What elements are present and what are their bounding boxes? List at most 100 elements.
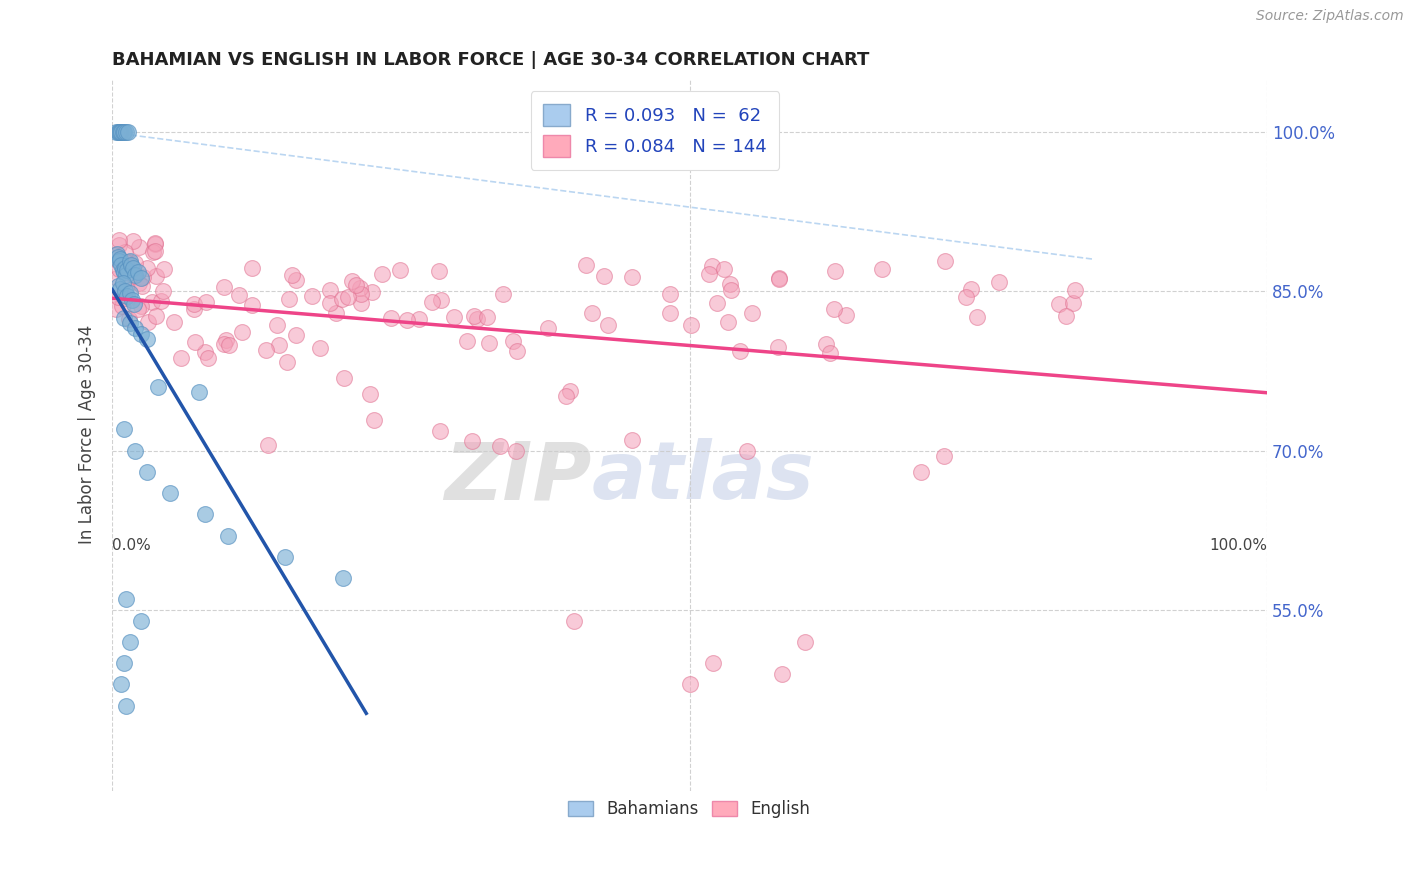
Point <box>361 285 384 300</box>
Point <box>396 313 419 327</box>
Point <box>122 297 145 311</box>
Point <box>443 310 465 324</box>
Point <box>152 261 174 276</box>
Point <box>465 312 488 326</box>
Point <box>555 389 578 403</box>
Point <box>129 299 152 313</box>
Point <box>966 310 988 324</box>
Point <box>111 299 134 313</box>
Legend: Bahamians, English: Bahamians, English <box>562 794 817 825</box>
Point <box>135 332 157 346</box>
Point <box>183 302 205 317</box>
Point <box>108 254 131 268</box>
Point <box>702 656 724 670</box>
Point <box>111 263 134 277</box>
Point <box>217 528 239 542</box>
Point <box>363 413 385 427</box>
Point <box>107 290 129 304</box>
Point <box>718 277 741 292</box>
Point <box>267 338 290 352</box>
Point <box>274 549 297 564</box>
Point <box>112 265 135 279</box>
Point <box>592 269 614 284</box>
Point <box>770 666 793 681</box>
Point <box>477 310 499 325</box>
Point <box>720 283 742 297</box>
Point <box>285 273 308 287</box>
Point <box>110 125 132 139</box>
Point <box>325 306 347 320</box>
Point <box>679 318 702 333</box>
Point <box>107 250 129 264</box>
Point <box>104 248 127 262</box>
Point <box>124 321 146 335</box>
Point <box>131 279 153 293</box>
Point <box>115 255 138 269</box>
Point <box>107 125 129 139</box>
Point <box>461 434 484 449</box>
Point <box>332 571 354 585</box>
Point <box>187 385 209 400</box>
Point <box>332 370 354 384</box>
Point <box>768 272 790 286</box>
Point <box>737 443 759 458</box>
Point <box>143 244 166 258</box>
Point <box>388 263 411 277</box>
Point <box>110 282 132 296</box>
Point <box>162 315 184 329</box>
Point <box>716 315 738 329</box>
Point <box>768 340 790 354</box>
Point <box>105 247 128 261</box>
Point <box>112 656 135 670</box>
Point <box>1047 297 1070 311</box>
Point <box>111 125 134 139</box>
Point <box>149 293 172 308</box>
Point <box>934 254 956 268</box>
Point <box>107 278 129 293</box>
Point <box>380 310 402 325</box>
Point <box>118 255 141 269</box>
Point <box>117 289 139 303</box>
Point <box>959 282 981 296</box>
Point <box>114 244 136 259</box>
Point <box>129 271 152 285</box>
Point <box>659 306 682 320</box>
Point <box>728 344 751 359</box>
Point <box>276 355 298 369</box>
Point <box>284 328 307 343</box>
Point <box>131 269 153 284</box>
Point <box>463 310 485 324</box>
Point <box>111 276 134 290</box>
Point <box>371 268 394 282</box>
Point <box>240 298 263 312</box>
Point <box>112 310 135 325</box>
Point <box>197 351 219 365</box>
Point <box>702 259 724 273</box>
Point <box>114 291 136 305</box>
Point <box>110 677 132 691</box>
Point <box>104 125 127 139</box>
Point <box>135 465 157 479</box>
Point <box>231 325 253 339</box>
Point <box>122 260 145 275</box>
Point <box>118 254 141 268</box>
Point <box>212 337 235 351</box>
Point <box>537 321 560 335</box>
Point <box>141 294 163 309</box>
Point <box>194 508 217 522</box>
Point <box>112 125 135 139</box>
Point <box>215 334 238 348</box>
Point <box>183 297 205 311</box>
Point <box>344 278 367 293</box>
Point <box>713 261 735 276</box>
Point <box>502 334 524 348</box>
Point <box>135 261 157 276</box>
Point <box>256 438 278 452</box>
Point <box>254 343 277 357</box>
Point <box>359 387 381 401</box>
Point <box>835 309 858 323</box>
Point <box>1062 296 1084 310</box>
Point <box>420 295 443 310</box>
Text: atlas: atlas <box>592 438 814 516</box>
Point <box>183 335 205 350</box>
